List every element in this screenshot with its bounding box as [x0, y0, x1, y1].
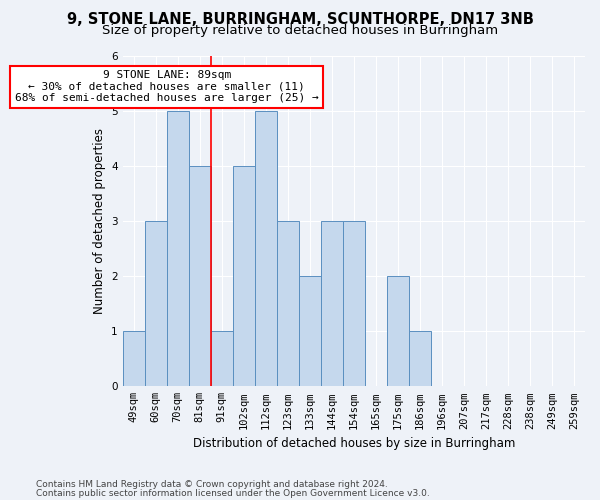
Text: Size of property relative to detached houses in Burringham: Size of property relative to detached ho…	[102, 24, 498, 37]
Bar	[233, 166, 255, 386]
Text: Contains public sector information licensed under the Open Government Licence v3: Contains public sector information licen…	[36, 488, 430, 498]
Y-axis label: Number of detached properties: Number of detached properties	[92, 128, 106, 314]
Bar	[167, 112, 188, 386]
Bar	[321, 222, 343, 386]
Bar	[409, 332, 431, 386]
Bar	[145, 222, 167, 386]
Text: 9 STONE LANE: 89sqm
← 30% of detached houses are smaller (11)
68% of semi-detach: 9 STONE LANE: 89sqm ← 30% of detached ho…	[15, 70, 319, 103]
Bar	[255, 112, 277, 386]
X-axis label: Distribution of detached houses by size in Burringham: Distribution of detached houses by size …	[193, 437, 515, 450]
Text: Contains HM Land Registry data © Crown copyright and database right 2024.: Contains HM Land Registry data © Crown c…	[36, 480, 388, 489]
Text: 9, STONE LANE, BURRINGHAM, SCUNTHORPE, DN17 3NB: 9, STONE LANE, BURRINGHAM, SCUNTHORPE, D…	[67, 12, 533, 28]
Bar	[387, 276, 409, 386]
Bar	[188, 166, 211, 386]
Bar	[277, 222, 299, 386]
Bar	[343, 222, 365, 386]
Bar	[211, 332, 233, 386]
Bar	[122, 332, 145, 386]
Bar	[299, 276, 321, 386]
